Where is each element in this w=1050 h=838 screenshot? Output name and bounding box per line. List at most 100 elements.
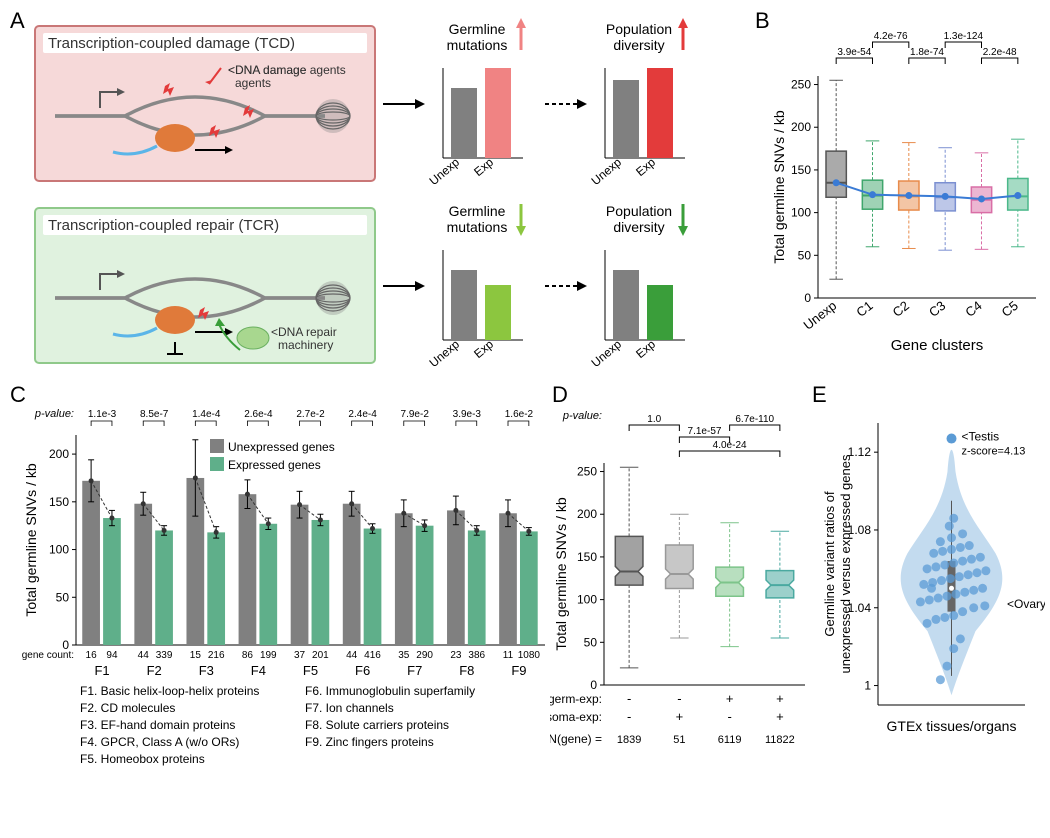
svg-text:6119: 6119 <box>718 734 742 746</box>
svg-text:37: 37 <box>294 650 306 661</box>
svg-text:F1. Basic helix-loop-helix pro: F1. Basic helix-loop-helix proteins <box>80 684 259 698</box>
svg-text:23: 23 <box>450 650 462 661</box>
svg-text:C2: C2 <box>890 298 912 320</box>
svg-text:11822: 11822 <box>765 734 795 746</box>
svg-text:50: 50 <box>584 635 598 649</box>
svg-text:2.4e-4: 2.4e-4 <box>348 409 377 420</box>
svg-text:7.9e-2: 7.9e-2 <box>401 409 430 420</box>
svg-text:-: - <box>627 709 631 724</box>
svg-text:2.2e-48: 2.2e-48 <box>983 47 1017 58</box>
svg-text:F1: F1 <box>94 663 109 678</box>
panel-C-bars: 050100150200Total germline SNVs / kbF116… <box>20 395 555 835</box>
svg-text:Gene clusters: Gene clusters <box>891 337 984 354</box>
svg-text:F2: F2 <box>147 663 162 678</box>
svg-text:4.0e-24: 4.0e-24 <box>713 440 747 451</box>
svg-text:F7: F7 <box>407 663 422 678</box>
svg-text:F4. GPCR, Class A (w/o ORs): F4. GPCR, Class A (w/o ORs) <box>80 735 239 749</box>
svg-text:2.7e-2: 2.7e-2 <box>296 409 325 420</box>
svg-text:p-value:: p-value: <box>562 410 602 422</box>
svg-text:Transcription-coupled repair (: Transcription-coupled repair (TCR) <box>48 217 279 234</box>
svg-text:4.2e-76: 4.2e-76 <box>874 31 908 42</box>
svg-text:216: 216 <box>208 650 225 661</box>
svg-text:C5: C5 <box>999 298 1021 320</box>
svg-text:416: 416 <box>364 650 381 661</box>
svg-text:1.8e-74: 1.8e-74 <box>910 47 944 58</box>
svg-text:3.9e-54: 3.9e-54 <box>837 47 871 58</box>
svg-text:386: 386 <box>468 650 485 661</box>
svg-text:100: 100 <box>49 543 69 557</box>
panel-B-boxplot: 050100150200250Total germline SNVs / kbU… <box>768 10 1050 370</box>
svg-text:machinery: machinery <box>278 338 333 352</box>
svg-text:201: 201 <box>312 650 329 661</box>
svg-text:Unexp: Unexp <box>427 337 463 370</box>
svg-text:44: 44 <box>138 650 150 661</box>
svg-text:8.5e-7: 8.5e-7 <box>140 409 169 420</box>
svg-text:-: - <box>677 691 681 706</box>
svg-text:+: + <box>776 691 784 706</box>
svg-text:N(gene) =: N(gene) = <box>550 732 602 746</box>
svg-text:-: - <box>627 691 631 706</box>
svg-text:GTEx tissues/organs: GTEx tissues/organs <box>887 718 1017 734</box>
svg-text:Unexp: Unexp <box>589 155 625 188</box>
svg-text:Germline: Germline <box>449 21 506 37</box>
svg-text:+: + <box>676 709 684 724</box>
svg-text:F6. Immunoglobulin superfamily: F6. Immunoglobulin superfamily <box>305 684 475 698</box>
svg-text:F7. Ion channels: F7. Ion channels <box>305 701 394 715</box>
svg-text:50: 50 <box>798 248 812 262</box>
svg-text:44: 44 <box>346 650 358 661</box>
svg-text:Total germline SNVs / kb: Total germline SNVs / kb <box>23 463 39 616</box>
svg-text:16: 16 <box>86 650 98 661</box>
svg-text:+: + <box>726 691 734 706</box>
svg-text:soma-exp:: soma-exp: <box>550 710 602 724</box>
svg-text:Germline variant ratios of: Germline variant ratios of <box>822 491 837 637</box>
svg-text:290: 290 <box>416 650 433 661</box>
svg-text:150: 150 <box>577 550 597 564</box>
svg-text:200: 200 <box>791 120 811 134</box>
svg-text:339: 339 <box>156 650 173 661</box>
svg-text:Unexpressed genes: Unexpressed genes <box>228 440 335 454</box>
svg-text:150: 150 <box>791 163 811 177</box>
svg-text:Transcription-coupled damage (: Transcription-coupled damage (TCD) <box>48 35 295 52</box>
svg-text:250: 250 <box>791 78 811 92</box>
svg-text:<Ovary: <Ovary <box>1007 597 1045 611</box>
svg-text:1: 1 <box>864 679 871 693</box>
svg-text:mutations: mutations <box>447 219 508 235</box>
svg-text:F5. Homeobox proteins: F5. Homeobox proteins <box>80 752 205 766</box>
svg-text:94: 94 <box>106 650 118 661</box>
svg-text:C4: C4 <box>962 298 984 320</box>
svg-text:germ-exp:: germ-exp: <box>550 692 602 706</box>
svg-text:15: 15 <box>190 650 202 661</box>
svg-text:F3. EF-hand domain proteins: F3. EF-hand domain proteins <box>80 718 235 732</box>
svg-text:Total germline SNVs / kb: Total germline SNVs / kb <box>553 497 569 650</box>
svg-text:1839: 1839 <box>617 734 641 746</box>
svg-text:2.6e-4: 2.6e-4 <box>244 409 273 420</box>
panel-E-violin: 11.041.081.12Germline variant ratios ofu… <box>820 395 1045 825</box>
svg-text:100: 100 <box>577 593 597 607</box>
svg-text:F9. Zinc fingers proteins: F9. Zinc fingers proteins <box>305 735 434 749</box>
svg-text:100: 100 <box>791 206 811 220</box>
svg-text:C3: C3 <box>926 298 948 320</box>
svg-text:Population: Population <box>606 203 672 219</box>
svg-text:1.4e-4: 1.4e-4 <box>192 409 221 420</box>
svg-text:F6: F6 <box>355 663 370 678</box>
svg-text:200: 200 <box>577 507 597 521</box>
svg-text:F9: F9 <box>511 663 526 678</box>
svg-text:Unexp: Unexp <box>427 155 463 188</box>
svg-text:agents: agents <box>235 76 271 90</box>
svg-text:50: 50 <box>56 590 70 604</box>
svg-text:unexpressed versus expressed g: unexpressed versus expressed genes <box>838 454 853 673</box>
svg-text:-: - <box>727 709 731 724</box>
svg-text:Unexp: Unexp <box>589 337 625 370</box>
svg-text:mutations: mutations <box>447 37 508 53</box>
panel-label-A: A <box>10 8 25 34</box>
svg-text:11: 11 <box>503 650 514 661</box>
svg-text:35: 35 <box>398 650 410 661</box>
svg-text:p-value:: p-value: <box>34 408 74 420</box>
svg-text:51: 51 <box>673 734 685 746</box>
svg-text:<DNA damage: <DNA damage <box>228 63 307 77</box>
panel-D-boxplot: 050100150200250Total germline SNVs / kbp… <box>550 395 820 825</box>
svg-text:1.3e-124: 1.3e-124 <box>944 31 984 42</box>
svg-text:F8. Solute carriers proteins: F8. Solute carriers proteins <box>305 718 449 732</box>
svg-text:Total germline SNVs / kb: Total germline SNVs / kb <box>771 110 787 263</box>
svg-text:gene count:: gene count: <box>22 650 74 661</box>
